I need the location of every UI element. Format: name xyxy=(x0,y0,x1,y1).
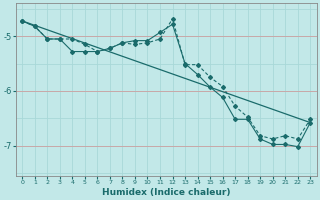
X-axis label: Humidex (Indice chaleur): Humidex (Indice chaleur) xyxy=(102,188,230,197)
